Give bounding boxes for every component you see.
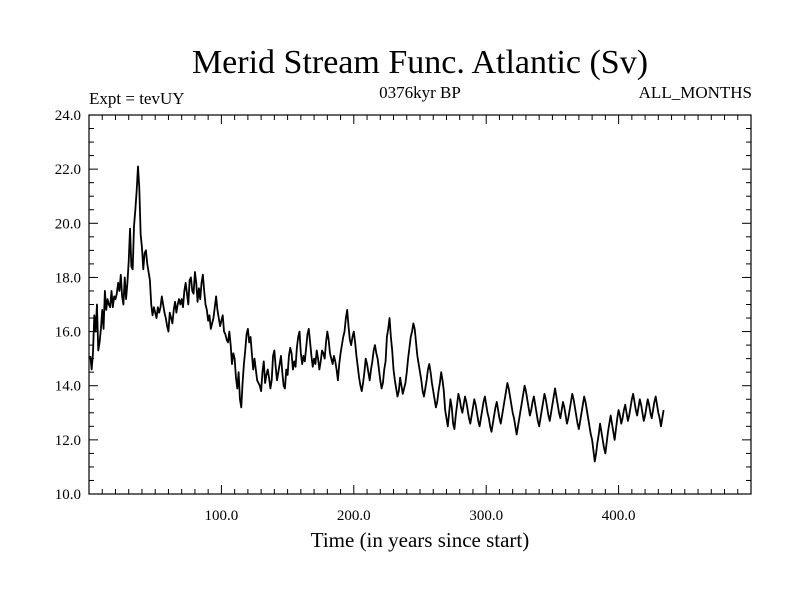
y-tick-label: 16.0	[55, 325, 81, 341]
y-tick-label: 12.0	[55, 433, 81, 449]
y-tick-label: 22.0	[55, 162, 81, 178]
y-tick-label: 10.0	[55, 487, 81, 503]
chart-title: Merid Stream Func. Atlantic (Sv)	[192, 44, 648, 81]
y-tick-label: 14.0	[55, 379, 81, 395]
y-tick-label: 24.0	[55, 108, 81, 124]
x-tick-label: 400.0	[602, 508, 636, 524]
y-tick-label: 18.0	[55, 270, 81, 286]
x-axis-label: Time (in years since start)	[311, 528, 530, 552]
axis-ticks	[89, 115, 751, 494]
x-tick-label: 200.0	[337, 508, 371, 524]
x-tick-label: 300.0	[469, 508, 503, 524]
experiment-label: Expt = tevUY	[89, 89, 185, 108]
axis-tick-labels: 100.0 200.0 300.0 400.0 10.0 12.0 14.0 16.0 18.0…	[55, 108, 636, 524]
series-line	[89, 165, 665, 463]
plot-frame	[88, 114, 752, 495]
x-tick-label: 100.0	[205, 508, 239, 524]
period-label: 0376kyr BP	[379, 83, 461, 102]
y-tick-label: 20.0	[55, 216, 81, 232]
months-label: ALL_MONTHS	[639, 83, 752, 102]
